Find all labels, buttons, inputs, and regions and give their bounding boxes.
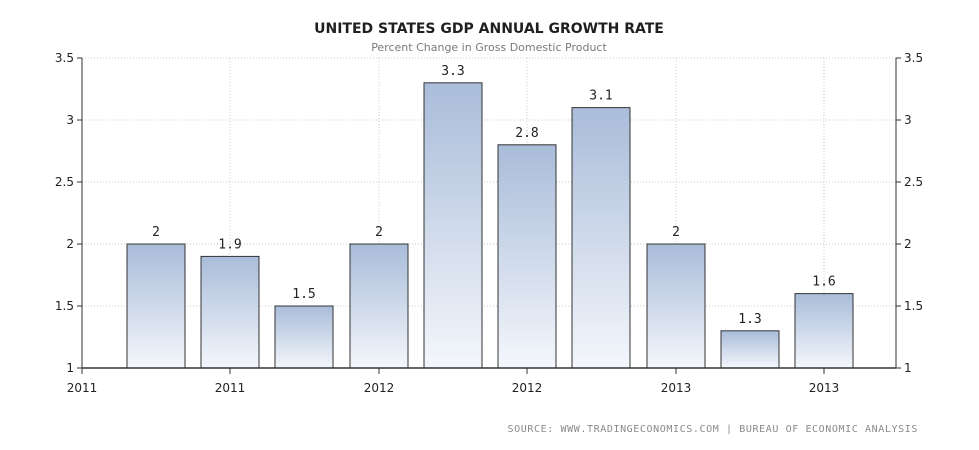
bar (200, 255, 260, 369)
bar (646, 243, 706, 369)
y-tick-label-left: 3.5 (55, 51, 74, 65)
bar (497, 144, 557, 369)
bar (571, 107, 631, 369)
bar (794, 293, 854, 369)
bar-value-label: 3.3 (441, 64, 464, 79)
bar-value-label: 2.8 (515, 126, 538, 141)
axes (77, 57, 901, 374)
y-tick-label-right: 1 (904, 361, 912, 375)
y-tick-label-left: 2 (66, 237, 74, 251)
bar-value-label: 3.1 (589, 89, 612, 104)
y-tick-label-left: 2.5 (55, 175, 74, 189)
x-tick-label: 2013 (661, 381, 692, 395)
bar (274, 305, 334, 369)
x-tick-label: 2013 (809, 381, 840, 395)
y-tick-label-left: 3 (66, 113, 74, 127)
bar-value-label: 2 (152, 225, 160, 240)
tick-labels: 1 1 1.5 1.5 2 2 2.5 2.5 3 3 3.5 3.5 2011 2011 2012 2012… (55, 51, 923, 395)
y-tick-label-right: 3.5 (904, 51, 923, 65)
bar (349, 243, 409, 369)
source-note: SOURCE: WWW.TRADINGECONOMICS.COM | BUREA… (508, 424, 918, 435)
x-tick-label: 2012 (364, 381, 395, 395)
bar-value-label: 2 (375, 225, 383, 240)
bar (423, 82, 483, 369)
y-tick-label-right: 3 (904, 113, 912, 127)
bar-value-label: 1.9 (218, 237, 241, 252)
data-labels: 2 1.9 1.5 2 3.3 2.8 3.1 2 1.3 1.6 (152, 64, 836, 327)
y-tick-label-right: 1.5 (904, 299, 923, 313)
bars (126, 82, 854, 369)
x-tick-label: 2012 (512, 381, 543, 395)
y-tick-label-right: 2.5 (904, 175, 923, 189)
bar-value-label: 2 (672, 225, 680, 240)
bar-value-label: 1.3 (738, 312, 761, 327)
y-tick-label-right: 2 (904, 237, 912, 251)
bar-value-label: 1.5 (292, 287, 315, 302)
chart-subtitle: Percent Change in Gross Domestic Product (371, 41, 607, 54)
y-tick-label-left: 1 (66, 361, 74, 375)
bar (720, 330, 780, 369)
bar-value-label: 1.6 (812, 275, 835, 290)
x-tick-label: 2011 (67, 381, 98, 395)
chart-title: UNITED STATES GDP ANNUAL GROWTH RATE (314, 21, 664, 37)
y-tick-label-left: 1.5 (55, 299, 74, 313)
x-tick-label: 2011 (215, 381, 246, 395)
bar (126, 243, 186, 369)
